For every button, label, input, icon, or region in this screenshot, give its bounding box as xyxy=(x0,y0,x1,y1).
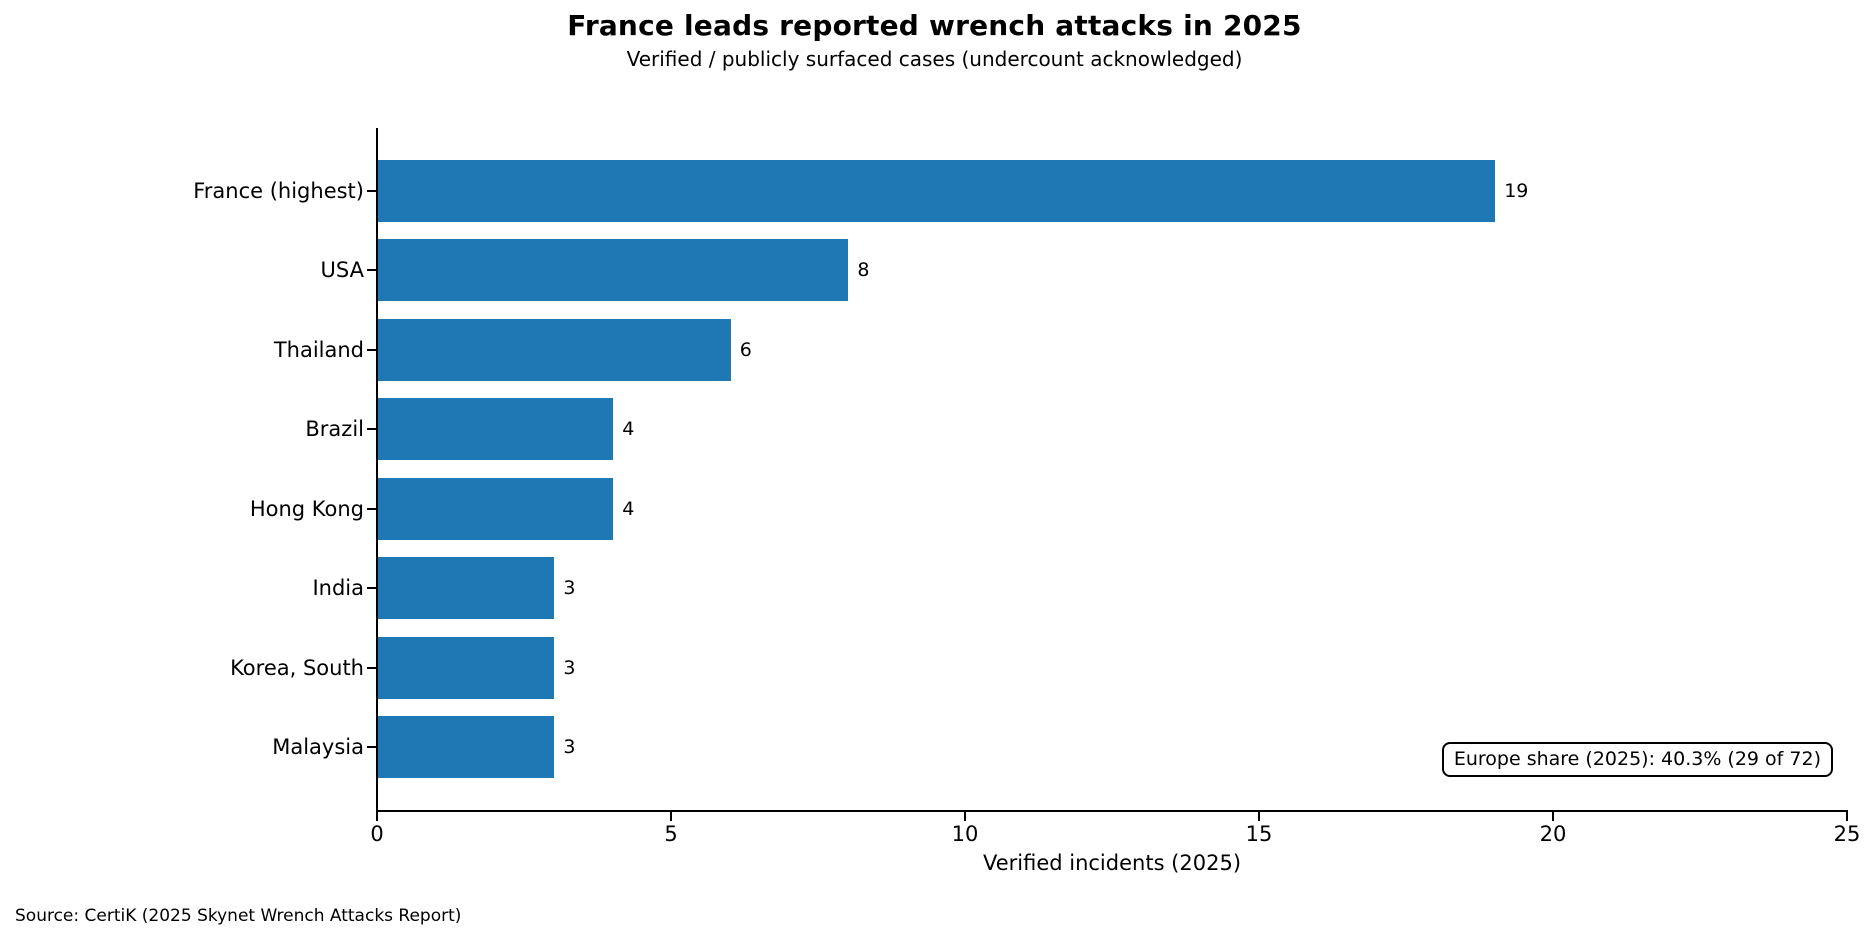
value-label-malaysia: 3 xyxy=(563,736,576,758)
bar-france-highest xyxy=(378,160,1495,222)
x-tick-mark xyxy=(670,812,672,821)
plot-area xyxy=(378,128,1848,810)
annotation-box: Europe share (2025): 40.3% (29 of 72) xyxy=(1441,742,1833,777)
x-axis-label: Verified incidents (2025) xyxy=(982,851,1242,875)
category-label-thailand: Thailand xyxy=(273,337,364,362)
bar-korea-south xyxy=(378,636,554,699)
x-tick-mark xyxy=(1552,812,1554,821)
value-label-korea-south: 3 xyxy=(563,656,576,679)
value-label-thailand: 6 xyxy=(739,338,752,361)
x-tick-label-15: 15 xyxy=(1245,822,1273,846)
value-label-brazil: 4 xyxy=(622,418,635,441)
x-tick-mark xyxy=(964,812,966,821)
source-note: Source: CertiK (2025 Skynet Wrench Attac… xyxy=(15,906,462,926)
y-tick-mark xyxy=(367,666,376,669)
x-tick-label-20: 20 xyxy=(1539,822,1567,846)
x-tick-label-5: 5 xyxy=(664,822,678,846)
bar-usa xyxy=(378,239,848,302)
bar-brazil xyxy=(378,398,613,461)
value-label-hong-kong: 4 xyxy=(622,497,635,520)
value-label-usa: 8 xyxy=(857,259,870,282)
x-axis-spine xyxy=(376,810,1848,812)
bar-malaysia xyxy=(378,716,554,778)
x-tick-label-25: 25 xyxy=(1833,822,1861,846)
bar-india xyxy=(378,557,554,620)
y-tick-mark xyxy=(367,587,376,590)
y-tick-mark xyxy=(367,507,376,510)
x-tick-mark xyxy=(1258,812,1260,821)
y-axis-spine xyxy=(376,128,378,812)
y-tick-mark xyxy=(367,746,376,748)
category-label-india: India xyxy=(312,576,364,601)
y-tick-mark xyxy=(367,269,376,272)
value-label-france-highest: 19 xyxy=(1504,180,1529,202)
category-label-korea-south: Korea, South xyxy=(230,655,364,680)
bar-hong-kong xyxy=(378,477,613,540)
chart-subtitle: Verified / publicly surfaced cases (unde… xyxy=(626,47,1243,71)
bar-thailand xyxy=(378,318,731,381)
x-tick-mark xyxy=(1846,812,1848,821)
value-label-india: 3 xyxy=(563,577,576,600)
category-label-hong-kong: Hong Kong xyxy=(249,496,364,521)
category-label-france-highest: France (highest) xyxy=(193,179,364,203)
x-tick-label-10: 10 xyxy=(951,822,979,846)
x-tick-label-0: 0 xyxy=(370,822,384,846)
chart-title: France leads reported wrench attacks in … xyxy=(567,9,1302,42)
x-tick-mark xyxy=(376,812,378,821)
category-label-malaysia: Malaysia xyxy=(272,735,364,759)
y-tick-mark xyxy=(367,348,376,351)
y-tick-mark xyxy=(367,190,376,192)
category-label-usa: USA xyxy=(320,258,364,283)
y-tick-mark xyxy=(367,428,376,431)
category-label-brazil: Brazil xyxy=(305,417,364,442)
